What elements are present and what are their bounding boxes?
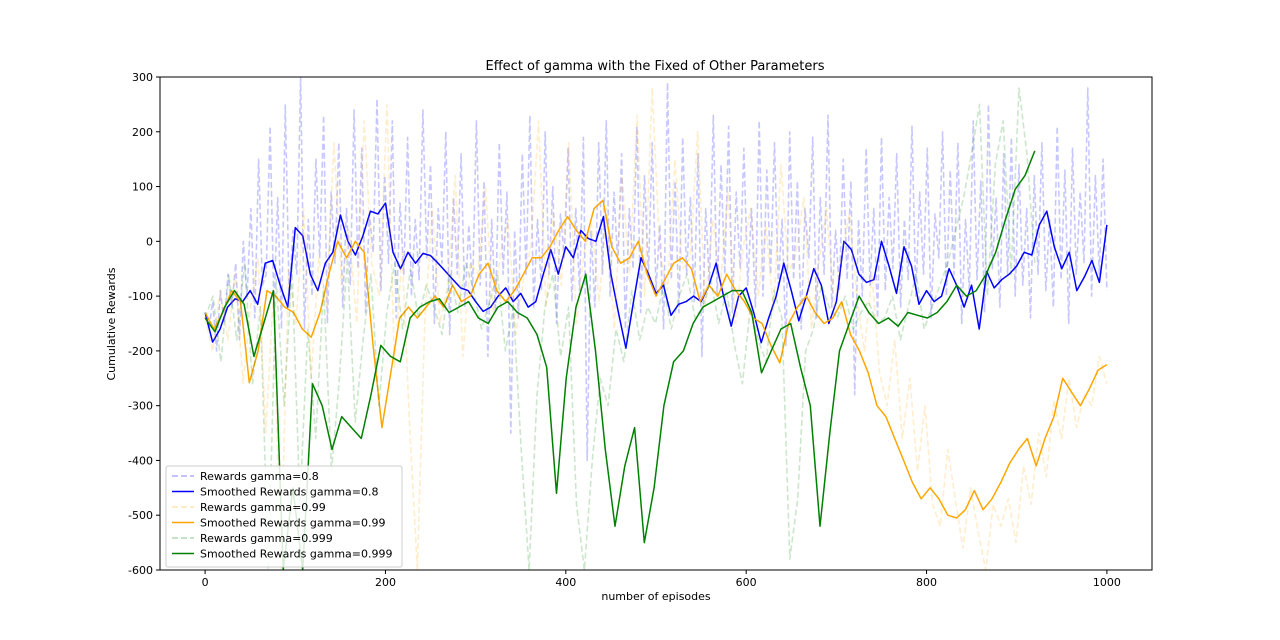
legend-label-4: Rewards gamma=0.999 xyxy=(200,532,333,545)
x-tick-label-5: 1000 xyxy=(1093,576,1121,589)
y-tick-label-9: 300 xyxy=(132,71,153,84)
series-line-2 xyxy=(204,87,1108,570)
legend: Rewards gamma=0.8 Smoothed Rewards gamma=… xyxy=(165,465,403,568)
x-axis-label: number of episodes xyxy=(601,590,711,603)
y-tick-label-3: -300 xyxy=(128,400,153,413)
y-tick-label-7: 100 xyxy=(132,181,153,194)
chart-title: Effect of gamma with the Fixed of Other … xyxy=(486,59,825,74)
y-tick-label-1: -500 xyxy=(128,509,153,522)
legend-label-3: Smoothed Rewards gamma=0.99 xyxy=(200,517,386,530)
x-axis: 0 200 400 600 800 1000 xyxy=(202,570,1121,589)
x-tick-label-3: 600 xyxy=(736,576,757,589)
x-tick-label-2: 400 xyxy=(555,576,576,589)
legend-label-0: Rewards gamma=0.8 xyxy=(200,470,319,483)
y-axis: -600 -500 -400 -300 -200 -100 0 100 200 300 xyxy=(128,71,160,577)
x-tick-label-0: 0 xyxy=(202,576,209,589)
series-line-4 xyxy=(204,87,1036,570)
y-tick-label-6: 0 xyxy=(146,235,153,248)
series-line-5 xyxy=(204,150,1036,570)
y-tick-label-2: -400 xyxy=(128,454,153,467)
series-line-0 xyxy=(204,77,1108,462)
y-axis-label: Cumulative Rewards xyxy=(105,267,118,380)
plot-frame xyxy=(159,76,1153,571)
y-tick-label-5: -100 xyxy=(128,290,153,303)
y-tick-label-4: -200 xyxy=(128,345,153,358)
series-layer xyxy=(204,77,1108,570)
y-tick-label-8: 200 xyxy=(132,126,153,139)
legend-label-5: Smoothed Rewards gamma=0.999 xyxy=(200,548,392,561)
legend-label-1: Smoothed Rewards gamma=0.8 xyxy=(200,486,379,499)
x-tick-label-4: 800 xyxy=(916,576,937,589)
legend-label-2: Rewards gamma=0.99 xyxy=(200,501,326,514)
y-tick-label-0: -600 xyxy=(128,564,153,577)
legend-box xyxy=(165,465,403,568)
series-line-3 xyxy=(204,199,1108,519)
x-tick-label-1: 200 xyxy=(375,576,396,589)
